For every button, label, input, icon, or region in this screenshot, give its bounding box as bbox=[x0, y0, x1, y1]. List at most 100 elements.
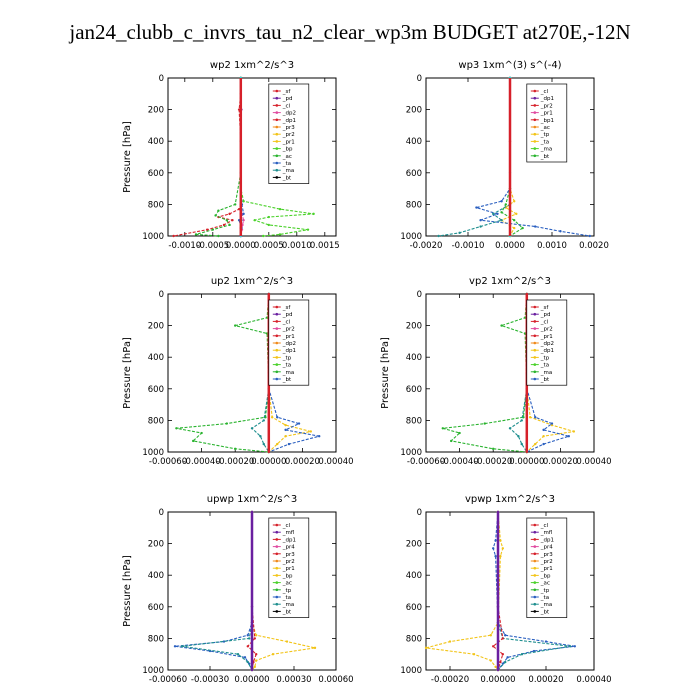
legend-marker bbox=[275, 132, 279, 136]
chart-panel-4: vp2 1xm^2/s^3 Pressure [hPa] 0 200 400 600 800… bbox=[380, 276, 612, 467]
x-tick-label: 0.00040 bbox=[576, 675, 611, 685]
legend-label: _bp bbox=[540, 573, 551, 579]
series-line bbox=[442, 293, 528, 453]
legend-label: _pr3 bbox=[540, 552, 554, 558]
series-point bbox=[458, 231, 461, 235]
series-line bbox=[174, 512, 253, 671]
series-point bbox=[313, 646, 317, 650]
chart-panel-1: wp2 1xm^2/s^3 Pressure [hPa] 0 200 400 600 800… bbox=[122, 60, 340, 251]
y-tick-label: 800 bbox=[406, 416, 422, 426]
legend-label: _dp2 bbox=[282, 111, 296, 117]
legend-marker bbox=[275, 377, 279, 381]
legend-label: _cl bbox=[540, 523, 549, 529]
legend-marker bbox=[533, 305, 537, 309]
legend-marker bbox=[275, 363, 279, 366]
legend-label: _pr4 bbox=[282, 545, 296, 551]
plot-frame bbox=[167, 77, 337, 237]
y-tick-label: 400 bbox=[406, 353, 422, 363]
y-tick-label: 400 bbox=[406, 137, 422, 147]
series-point bbox=[262, 234, 265, 238]
series-point bbox=[242, 212, 245, 216]
legend-label: _cl bbox=[540, 319, 549, 325]
series-point bbox=[588, 234, 591, 238]
x-tick-label: 0.00000 bbox=[251, 457, 286, 467]
legend-label: _ta bbox=[282, 363, 291, 369]
series-point bbox=[297, 422, 301, 425]
legend-marker bbox=[533, 320, 537, 323]
series-point bbox=[276, 442, 279, 446]
y-axis-label: Pressure [hPa] bbox=[380, 337, 391, 409]
y-tick-label: 200 bbox=[148, 322, 164, 332]
series-point bbox=[248, 637, 251, 640]
legend-label: _ma bbox=[540, 370, 552, 376]
y-tick-label: 1000 bbox=[400, 448, 422, 458]
series-point bbox=[424, 646, 428, 650]
y-tick-label: 1000 bbox=[400, 232, 422, 242]
series-point bbox=[448, 640, 452, 643]
series-point bbox=[521, 226, 524, 230]
series-point bbox=[544, 640, 548, 643]
y-tick-label: 200 bbox=[148, 106, 164, 116]
series-point bbox=[231, 219, 234, 222]
series-line bbox=[176, 293, 270, 453]
series-point bbox=[284, 423, 287, 427]
legend-marker bbox=[533, 523, 537, 527]
legend-marker bbox=[275, 545, 279, 548]
y-tick-label: 0 bbox=[417, 290, 422, 300]
legend-label: _pr1 bbox=[282, 334, 295, 340]
legend-marker bbox=[533, 574, 537, 577]
y-tick-label: 1000 bbox=[400, 666, 422, 676]
legend-marker bbox=[533, 348, 537, 352]
legend-label: _pr2 bbox=[540, 103, 553, 109]
series-point bbox=[506, 656, 509, 659]
x-tick-label: 0.0020 bbox=[579, 241, 609, 251]
panel-title: up2 1xm^2/s^3 bbox=[211, 276, 293, 287]
panel-title: wp3 1xm^(3) s^(-4) bbox=[458, 60, 561, 71]
series-point bbox=[492, 447, 495, 451]
x-tick-label: -0.00040 bbox=[440, 457, 478, 467]
x-tick-label: 0.00060 bbox=[318, 675, 353, 685]
series-point bbox=[534, 416, 537, 419]
y-tick-label: 0 bbox=[417, 74, 422, 84]
legend-marker bbox=[275, 574, 279, 577]
legend-marker bbox=[275, 530, 279, 534]
series-point bbox=[250, 427, 254, 430]
series-point bbox=[259, 435, 262, 438]
legend-marker bbox=[275, 341, 279, 345]
legend-label: _bt bbox=[540, 154, 550, 160]
legend-label: _pr1 bbox=[540, 111, 553, 117]
legend-label: _ma bbox=[282, 602, 294, 608]
legend-marker bbox=[533, 610, 537, 613]
legend-marker bbox=[275, 566, 279, 570]
y-tick-label: 600 bbox=[148, 169, 164, 179]
legend-marker bbox=[275, 140, 279, 143]
series-point bbox=[520, 442, 523, 446]
series-point bbox=[246, 645, 249, 648]
legend-label: _pr3 bbox=[282, 552, 296, 558]
legend-label: _pd bbox=[282, 96, 293, 102]
x-tick-label: -0.00020 bbox=[431, 675, 469, 685]
legend-label: _pd bbox=[540, 312, 551, 318]
series-point bbox=[285, 640, 289, 643]
series-point bbox=[568, 645, 572, 648]
legend-label: _ta bbox=[540, 139, 549, 145]
legend-label: _bt bbox=[540, 609, 550, 615]
series-point bbox=[236, 653, 240, 656]
x-tick-label: -0.0005 bbox=[196, 241, 229, 251]
legend-label: _ma bbox=[540, 602, 552, 608]
series-point bbox=[500, 219, 503, 222]
legend-marker bbox=[533, 566, 537, 570]
legend-label: _tp bbox=[282, 588, 292, 594]
legend-label: _dp1 bbox=[540, 96, 554, 102]
series-point bbox=[312, 212, 315, 216]
legend-marker bbox=[275, 581, 279, 584]
series-point bbox=[513, 200, 516, 203]
series-point bbox=[496, 212, 499, 216]
series-point bbox=[267, 215, 270, 219]
legend-marker bbox=[275, 168, 279, 172]
series-point bbox=[262, 442, 265, 446]
series-point bbox=[479, 219, 482, 222]
legend-label: _mfl bbox=[282, 530, 295, 536]
y-tick-label: 600 bbox=[406, 385, 422, 395]
legend-marker bbox=[275, 552, 279, 556]
